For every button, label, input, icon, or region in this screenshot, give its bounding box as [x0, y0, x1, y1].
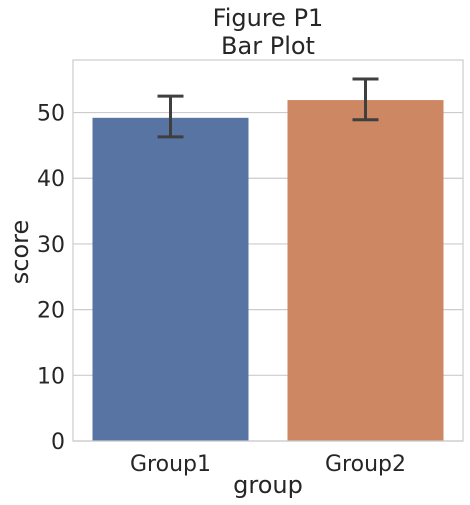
chart-subtitle: Bar Plot	[221, 32, 315, 60]
chart-title: Figure P1	[213, 4, 324, 32]
y-tick-label-50: 50	[37, 102, 65, 127]
y-axis-label: score	[6, 220, 34, 285]
y-tick-labels: 0 10 20 30 40 50	[37, 102, 65, 455]
x-tick-labels: Group1 Group2	[130, 452, 406, 477]
bars	[92, 100, 444, 442]
x-tick-label-group2: Group2	[325, 452, 406, 477]
plot-frame	[72, 59, 464, 442]
y-tick-label-20: 20	[37, 299, 65, 324]
error-bar-group1	[157, 94, 184, 139]
x-axis-label: group	[233, 471, 303, 499]
y-tick-label-30: 30	[37, 233, 65, 258]
x-tick-label-group1: Group1	[130, 452, 211, 477]
y-tick-label-10: 10	[37, 364, 65, 389]
bar-group1	[92, 117, 249, 442]
error-bar-group2	[352, 77, 379, 122]
y-tick-label-0: 0	[51, 430, 65, 455]
y-tick-label-40: 40	[37, 167, 65, 192]
error-bars	[157, 77, 379, 139]
bar-group2	[287, 100, 444, 442]
